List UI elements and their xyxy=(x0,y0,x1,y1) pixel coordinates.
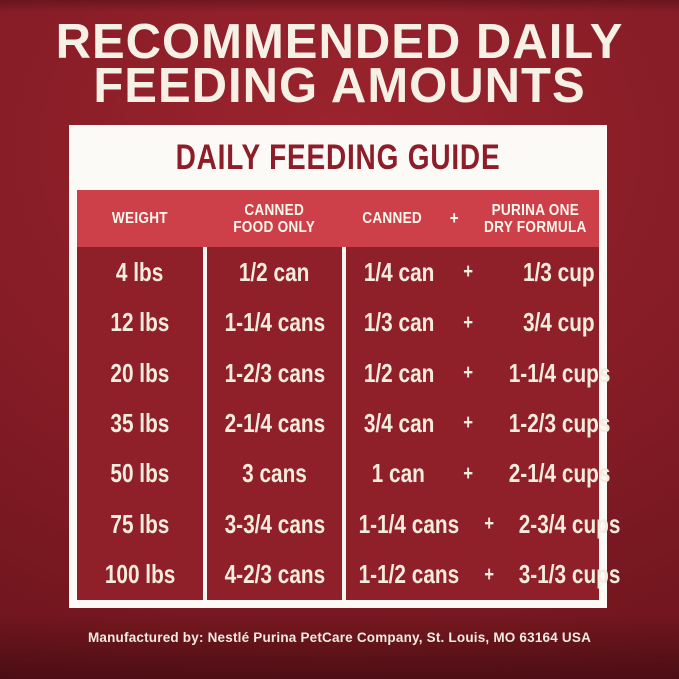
column-header-canned-only: CANNED FOOD ONLY xyxy=(233,201,316,236)
canned-only-value: 3-3/4 cans xyxy=(224,508,325,539)
plus-sign: + xyxy=(463,310,474,334)
dry-amount: 2-1/4 cups xyxy=(508,458,611,489)
dry-amount: 1/3 cup xyxy=(523,256,595,287)
canned-amount: 1-1/4 cans xyxy=(358,508,460,539)
table-header-row: WEIGHT CANNED FOOD ONLY CANNED + PURINA … xyxy=(77,190,599,247)
canned-only-value: 1-1/4 cans xyxy=(224,307,325,338)
column-header-weight: WEIGHT xyxy=(112,210,168,227)
manufacturer-line: Manufactured by: Nestlé Purina PetCare C… xyxy=(87,630,592,645)
canned-amount: 1-1/2 cans xyxy=(358,559,460,590)
weight-column: 4 lbs 12 lbs 20 lbs 35 lbs 50 lbs 75 lbs… xyxy=(77,247,203,600)
combo-value-row: 1-1/2 cans + 3-1/3 cups xyxy=(346,550,633,600)
canned-only-value: 3 cans xyxy=(242,458,307,489)
combo-value-row: 1/3 can + 3/4 cup xyxy=(346,297,633,347)
combo-value-row: 1/2 can + 1-1/4 cups xyxy=(346,348,633,398)
weight-value: 35 lbs xyxy=(110,407,170,438)
combo-value-row: 1/4 can + 1/3 cup xyxy=(346,247,633,297)
plus-sign: + xyxy=(483,512,494,536)
combo-value-row: 1 can + 2-1/4 cups xyxy=(346,449,633,499)
weight-value: 50 lbs xyxy=(110,458,170,489)
page-title: RECOMMENDED DAILY FEEDING AMOUNTS xyxy=(0,15,679,113)
dry-amount: 2-3/4 cups xyxy=(518,508,621,539)
plus-sign: + xyxy=(463,411,474,435)
dry-amount: 1-1/4 cups xyxy=(508,357,611,388)
column-divider xyxy=(203,247,207,600)
weight-value: 75 lbs xyxy=(110,508,170,539)
canned-amount: 1 can xyxy=(372,458,426,489)
combo-value-row: 1-1/4 cans + 2-3/4 cups xyxy=(346,499,633,549)
combo-value-row: 3/4 can + 1-2/3 cups xyxy=(346,398,633,448)
dry-amount: 3/4 cup xyxy=(523,307,595,338)
dry-amount: 3-1/3 cups xyxy=(518,559,621,590)
canned-amount: 3/4 can xyxy=(363,407,434,438)
canned-only-value: 1-2/3 cans xyxy=(224,357,325,388)
page-title-line1: RECOMMENDED DAILY xyxy=(55,15,624,69)
weight-value: 20 lbs xyxy=(110,357,170,388)
column-divider xyxy=(342,247,346,600)
dry-amount: 1-2/3 cups xyxy=(508,407,611,438)
canned-only-column: 1/2 can 1-1/4 cans 1-2/3 cans 2-1/4 cans… xyxy=(207,247,342,600)
plus-sign: + xyxy=(463,361,474,385)
weight-value: 100 lbs xyxy=(104,559,176,590)
canned-only-value: 4-2/3 cans xyxy=(224,559,325,590)
column-header-canned: CANNED xyxy=(361,210,422,227)
table-body: 4 lbs 12 lbs 20 lbs 35 lbs 50 lbs 75 lbs… xyxy=(77,247,620,600)
weight-value: 12 lbs xyxy=(110,307,170,338)
plus-icon: + xyxy=(449,208,459,228)
plus-sign: + xyxy=(483,562,494,586)
canned-amount: 1/3 can xyxy=(363,307,434,338)
canned-only-value: 1/2 can xyxy=(239,256,310,287)
page-title-line2: FEEDING AMOUNTS xyxy=(93,59,586,113)
canned-only-value: 2-1/4 cans xyxy=(224,407,325,438)
column-header-dry-formula: PURINA ONE DRY FORMULA xyxy=(483,201,587,236)
column-header-canned-plus-dry: CANNED + PURINA ONE DRY FORMULA xyxy=(346,190,599,247)
daily-feeding-guide-table: DAILY FEEDING GUIDE WEIGHT CANNED FOOD O… xyxy=(69,125,620,608)
table-title-text: DAILY FEEDING GUIDE xyxy=(175,137,501,177)
canned-amount: 1/4 can xyxy=(363,256,434,287)
plus-sign: + xyxy=(463,461,474,485)
canned-amount: 1/2 can xyxy=(363,357,434,388)
table-title: DAILY FEEDING GUIDE xyxy=(77,125,599,190)
plus-sign: + xyxy=(463,260,474,284)
weight-value: 4 lbs xyxy=(116,256,164,287)
canned-plus-dry-column: 1/4 can + 1/3 cup 1/3 can + 3/4 cup 1/2 … xyxy=(346,247,633,600)
